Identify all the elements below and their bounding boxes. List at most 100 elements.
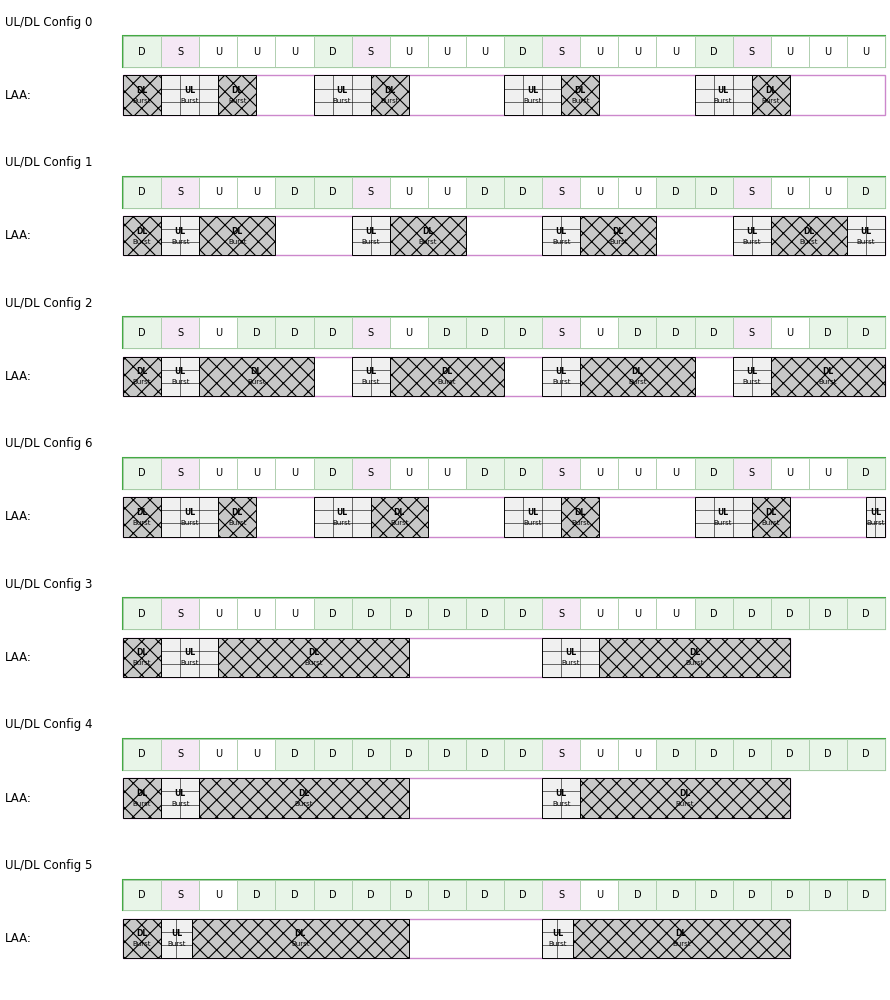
Text: UL: UL <box>174 789 186 798</box>
Bar <box>123 919 161 958</box>
Text: D: D <box>519 468 527 478</box>
Text: Burst: Burst <box>171 379 190 385</box>
Bar <box>847 36 885 67</box>
Bar <box>809 739 847 770</box>
Text: D: D <box>138 187 146 197</box>
Text: Burst: Burst <box>418 239 437 245</box>
Text: UL: UL <box>336 508 348 517</box>
Bar <box>504 177 542 208</box>
Bar <box>238 317 275 348</box>
Text: DL: DL <box>441 367 452 376</box>
Bar <box>275 598 313 629</box>
Bar <box>809 317 847 348</box>
Bar <box>123 317 885 348</box>
Bar <box>123 357 161 396</box>
Bar <box>657 317 694 348</box>
Text: U: U <box>405 187 412 197</box>
Text: D: D <box>328 890 336 900</box>
Bar <box>199 216 275 255</box>
Text: U: U <box>443 47 450 57</box>
Bar <box>428 598 465 629</box>
Bar <box>542 919 572 958</box>
Bar <box>542 778 580 818</box>
Bar <box>504 739 542 770</box>
Text: DL: DL <box>384 86 395 95</box>
Text: U: U <box>824 468 831 478</box>
Bar <box>161 216 199 255</box>
Bar <box>275 36 313 67</box>
Bar <box>580 357 694 396</box>
Text: Burst: Burst <box>628 379 647 385</box>
Text: D: D <box>328 47 336 57</box>
Bar <box>694 497 752 537</box>
Bar <box>352 880 390 910</box>
Bar <box>657 739 694 770</box>
Text: U: U <box>634 47 641 57</box>
Text: DL: DL <box>308 648 320 657</box>
Text: Burst: Burst <box>167 941 186 947</box>
Bar <box>562 75 599 115</box>
Text: Burst: Burst <box>562 660 580 666</box>
Bar <box>199 458 238 489</box>
Text: D: D <box>443 609 450 619</box>
Bar <box>542 739 580 770</box>
Text: D: D <box>405 890 413 900</box>
Text: U: U <box>786 468 793 478</box>
Bar <box>123 919 789 958</box>
Text: Burst: Burst <box>799 239 818 245</box>
Text: D: D <box>138 468 146 478</box>
Bar <box>771 317 809 348</box>
Text: Burst: Burst <box>762 98 780 104</box>
Bar <box>465 458 504 489</box>
Text: LAA:: LAA: <box>5 932 32 945</box>
Bar <box>161 458 199 489</box>
Text: D: D <box>672 328 679 338</box>
Text: UL: UL <box>555 227 567 236</box>
Bar <box>504 497 562 537</box>
Bar <box>847 880 885 910</box>
Text: D: D <box>709 609 717 619</box>
Text: S: S <box>558 609 564 619</box>
Text: U: U <box>595 890 603 900</box>
Text: S: S <box>748 47 755 57</box>
Text: D: D <box>328 749 336 759</box>
Text: D: D <box>862 468 870 478</box>
Bar <box>390 317 428 348</box>
Text: S: S <box>177 187 183 197</box>
Bar <box>218 497 256 537</box>
Bar <box>161 739 199 770</box>
Bar <box>390 36 428 67</box>
Text: U: U <box>214 890 222 900</box>
Text: Burst: Burst <box>133 239 151 245</box>
Text: U: U <box>672 468 679 478</box>
Bar <box>657 458 694 489</box>
Text: LAA:: LAA: <box>5 229 32 242</box>
Text: U: U <box>253 187 260 197</box>
Text: Burst: Burst <box>295 801 313 807</box>
Text: D: D <box>519 749 527 759</box>
Bar <box>465 880 504 910</box>
Bar <box>771 177 809 208</box>
Bar <box>694 880 732 910</box>
Text: U: U <box>672 609 679 619</box>
Bar <box>694 177 732 208</box>
Text: D: D <box>481 749 489 759</box>
Text: U: U <box>595 749 603 759</box>
Text: Burst: Burst <box>291 941 310 947</box>
Text: D: D <box>748 609 756 619</box>
Bar <box>238 739 275 770</box>
Bar <box>580 778 789 818</box>
Bar <box>199 317 238 348</box>
Bar <box>771 458 809 489</box>
Text: UL: UL <box>552 929 562 938</box>
Text: UL/DL Config 3: UL/DL Config 3 <box>5 578 93 591</box>
Text: S: S <box>558 468 564 478</box>
Text: DL: DL <box>679 789 691 798</box>
Bar <box>390 598 428 629</box>
Text: DL: DL <box>803 227 814 236</box>
Text: DL: DL <box>136 789 148 798</box>
Bar <box>352 317 390 348</box>
Text: UL: UL <box>527 86 538 95</box>
Text: U: U <box>253 468 260 478</box>
Text: D: D <box>328 187 336 197</box>
